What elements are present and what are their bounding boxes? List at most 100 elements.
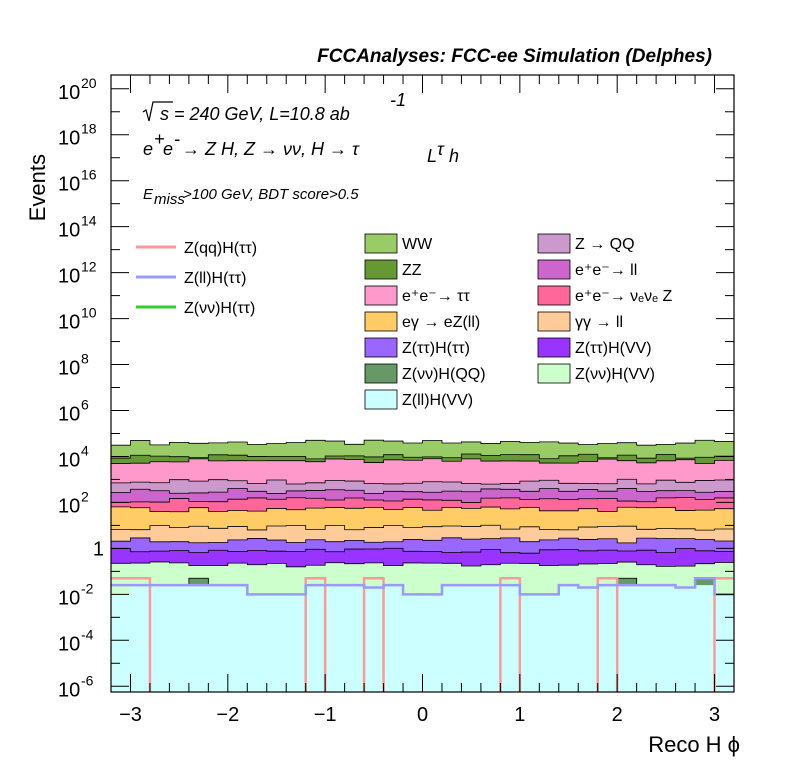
bar xyxy=(714,594,734,692)
y-axis-title: Events xyxy=(25,154,50,221)
bar xyxy=(597,585,618,692)
legend-label: ZZ xyxy=(402,262,422,279)
process-annotation: e + e - → Z H, Z → νν, H → τ L τ h xyxy=(143,129,459,166)
cut-text: >100 GeV, BDT score>0.5 xyxy=(183,186,359,203)
legend-swatch xyxy=(364,337,398,358)
y-tick-label: 10 xyxy=(58,449,80,471)
cut-sub: miss xyxy=(154,191,185,208)
bar xyxy=(578,587,599,692)
bar xyxy=(325,585,346,692)
stack-outline xyxy=(111,537,734,544)
process-tau: τ xyxy=(437,139,445,159)
stack-outline xyxy=(111,524,734,531)
legend-label: Z(νν)H(VV) xyxy=(575,366,655,383)
legend-label: Z(ττ)H(VV) xyxy=(575,340,652,357)
legend-label: Z(qq)H(ττ) xyxy=(184,240,257,257)
bar xyxy=(675,587,696,692)
bar xyxy=(695,585,715,692)
bar xyxy=(266,594,287,692)
y-tick-exponent: 18 xyxy=(81,121,97,137)
y-tick-label: 10 xyxy=(58,633,80,655)
process-e1: e xyxy=(143,139,153,159)
bar xyxy=(130,587,151,692)
bar xyxy=(422,594,443,692)
legend-label: Z → QQ xyxy=(575,236,635,253)
legend-swatch xyxy=(537,233,571,254)
bar xyxy=(247,594,268,692)
legend-swatch xyxy=(364,233,398,254)
y-tick-exponent: 2 xyxy=(81,488,89,504)
x-tick-label: −3 xyxy=(119,704,142,726)
y-tick-label: 10 xyxy=(58,220,80,242)
legend: Z(qq)H(ττ) Z(ll)H(ττ) Z(νν)H(ττ) WW ZZ e⁺e⁻→ … xyxy=(136,233,672,410)
y-tick-exponent: 12 xyxy=(81,259,97,275)
legend-swatch xyxy=(364,285,398,306)
energy-annotation: s = 240 GeV, L=10.8 ab -1 xyxy=(142,90,406,124)
y-tick-exponent: -6 xyxy=(81,672,94,688)
bar xyxy=(539,594,560,692)
x-tick-label: −1 xyxy=(314,704,337,726)
process-sub-l: L xyxy=(427,146,437,166)
x-tick-label: −2 xyxy=(216,704,239,726)
energy-exponent: -1 xyxy=(390,90,406,110)
y-tick-label: 10 xyxy=(58,174,80,196)
stack-outline xyxy=(111,506,734,513)
legend-label: eγ → eZ(ll) xyxy=(402,314,480,331)
bar xyxy=(383,585,404,692)
sqrt-symbol-icon xyxy=(142,101,173,122)
process-e2: e xyxy=(163,139,173,159)
stack-outline xyxy=(111,497,734,503)
legend-label: Z(ll)H(ττ) xyxy=(184,270,246,287)
legend-swatch xyxy=(537,337,571,358)
x-tick-label: 1 xyxy=(514,704,525,726)
legend-swatch xyxy=(537,311,571,332)
chart-header: FCCAnalyses: FCC-ee Simulation (Delphes) xyxy=(317,46,712,67)
bar xyxy=(480,585,501,692)
bar xyxy=(617,585,638,692)
legend-swatch xyxy=(537,259,571,280)
stack-outline xyxy=(111,478,734,485)
bar xyxy=(344,585,365,692)
process-text: → Z H, Z → νν, H → τ xyxy=(182,139,360,159)
y-tick-exponent: 10 xyxy=(81,305,97,321)
legend-label: Z(νν)H(QQ) xyxy=(402,366,486,383)
y-tick-label: 10 xyxy=(58,266,80,288)
series-line xyxy=(111,577,734,596)
bar xyxy=(636,585,657,692)
legend-label: Z(ll)H(VV) xyxy=(402,392,473,409)
stack-layers xyxy=(111,439,734,692)
y-tick-label: 10 xyxy=(58,358,80,380)
bar xyxy=(558,585,579,692)
bar xyxy=(519,594,540,692)
y-tick-label: 10 xyxy=(58,82,80,104)
bar xyxy=(149,585,170,692)
legend-swatch xyxy=(364,363,398,384)
cut-annotation: E miss >100 GeV, BDT score>0.5 xyxy=(143,186,359,208)
bar xyxy=(305,585,326,692)
x-tick-label: 3 xyxy=(709,704,720,726)
bar xyxy=(111,594,131,692)
stack-outline xyxy=(111,547,734,554)
y-tick-label: 10 xyxy=(58,679,80,701)
stack-outline xyxy=(111,458,734,464)
stack-outline xyxy=(111,561,734,568)
bar xyxy=(656,585,676,692)
y-tick-label: 10 xyxy=(58,587,80,609)
legend-swatch xyxy=(364,389,398,410)
legend-label: e⁺e⁻→ ll xyxy=(575,262,637,279)
bar xyxy=(500,585,521,692)
bar xyxy=(364,587,384,692)
legend-label: Z(ττ)H(ττ) xyxy=(402,340,470,357)
y-tick-exponent: 16 xyxy=(81,167,97,183)
bar xyxy=(441,585,462,692)
stack-outline xyxy=(111,488,734,494)
bar xyxy=(188,585,209,692)
process-minus: - xyxy=(174,129,180,149)
stack-outline xyxy=(111,439,734,446)
y-tick-label: 10 xyxy=(58,404,80,426)
legend-label: e⁺e⁻→ νₑνₑ Z xyxy=(575,288,672,305)
bar xyxy=(208,585,229,692)
